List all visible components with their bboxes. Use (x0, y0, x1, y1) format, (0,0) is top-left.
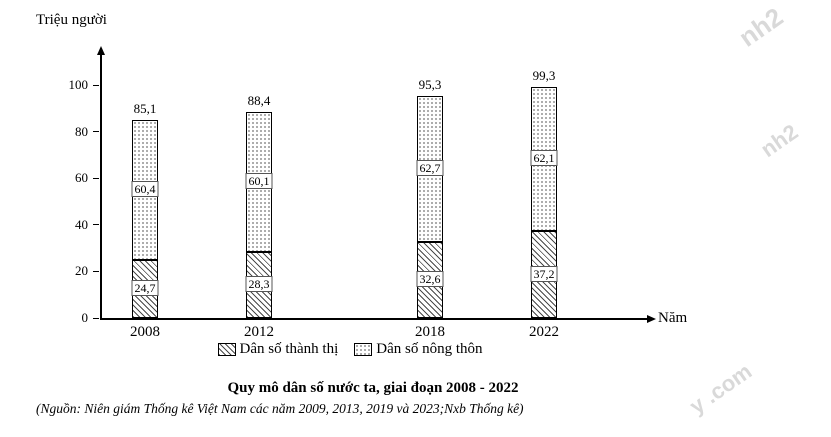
legend-label-urban: Dân số thành thị (239, 341, 339, 357)
x-axis-arrow-icon (647, 315, 656, 323)
chart-source: (Nguồn: Niên giám Thống kê Việt Nam các … (36, 401, 524, 416)
legend-item-urban: Dân số thành thị (217, 341, 339, 358)
y-axis-title: Triệu người (36, 12, 107, 28)
x-tick-label-2022: 2022 (529, 324, 559, 340)
chart-title: Quy mô dân số nước ta, giai đoạn 2008 - … (227, 380, 519, 396)
x-axis-title: Năm (658, 310, 688, 326)
y-tick-label: 0 (81, 310, 89, 325)
y-axis-tick (93, 317, 99, 319)
rural-value-label-2012: 60,1 (245, 173, 273, 190)
legend-item-rural: Dân số nông thôn (354, 341, 483, 358)
rural-pattern-swatch-icon (354, 343, 373, 356)
urban-value-label-2012: 28,3 (245, 276, 273, 293)
y-tick-label: 60 (75, 170, 88, 186)
total-value-label-2018: 95,3 (418, 76, 442, 92)
y-axis-tick (93, 84, 99, 86)
total-value-label-2008: 85,1 (133, 100, 157, 116)
rural-value-label-2018: 62,7 (416, 159, 444, 176)
y-axis-tick (93, 177, 99, 179)
y-axis-tick (93, 270, 99, 272)
y-axis-arrow-icon (97, 46, 105, 55)
total-value-label-2012: 88,4 (247, 93, 271, 109)
legend-label-rural: Dân số nông thôn (376, 341, 483, 357)
y-tick-label: 80 (75, 123, 88, 139)
x-tick-label-2018: 2018 (415, 324, 445, 340)
total-value-label-2022: 99,3 (532, 67, 556, 83)
urban-value-label-2008: 24,7 (131, 280, 159, 297)
legend: Dân số thành thị Dân số nông thôn (70, 341, 630, 358)
y-tick-label: 20 (75, 263, 88, 279)
x-axis-line (100, 318, 647, 320)
y-tick-label: 100 (68, 77, 89, 92)
x-tick-label-2008: 2008 (130, 324, 160, 340)
y-tick-label: 40 (75, 216, 88, 232)
rural-value-label-2022: 62,1 (530, 149, 558, 166)
y-axis-tick (93, 224, 99, 226)
x-tick-label-2012: 2012 (244, 324, 274, 340)
rural-value-label-2008: 60,4 (131, 181, 159, 198)
urban-pattern-swatch-icon (217, 343, 236, 356)
urban-value-label-2022: 37,2 (530, 265, 558, 282)
y-axis-tick (93, 131, 99, 133)
urban-value-label-2018: 32,6 (416, 271, 444, 288)
y-axis-line (100, 55, 102, 319)
